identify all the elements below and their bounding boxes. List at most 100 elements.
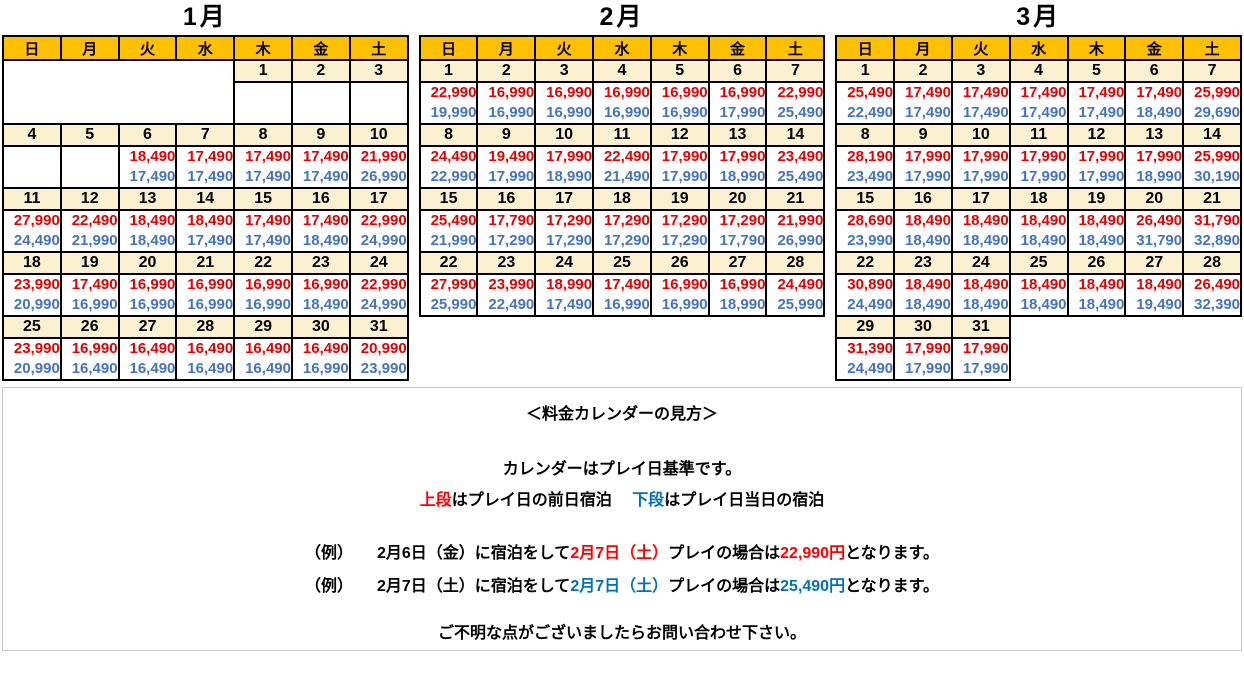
text-segment: となります。 [845, 578, 940, 595]
day-cell: 18 [2, 251, 62, 275]
prev-night-price: 16,990 [302, 276, 349, 293]
day-cell: 5 [649, 59, 710, 83]
same-day-price: 17,490 [1078, 104, 1125, 121]
weekday-header-cell: 水 [175, 35, 236, 61]
same-day-price: 18,990 [1136, 168, 1183, 185]
same-day-price: 25,490 [777, 104, 824, 121]
price-row: 23,990 20,990 17,490 16,990 16,990 16,990 16,9… [2, 273, 409, 317]
same-day-price: 24,490 [847, 360, 894, 377]
prev-night-price: 23,490 [777, 148, 824, 165]
day-cell: 3 [534, 59, 595, 83]
same-day-price: 17,490 [187, 168, 234, 185]
legend-example-1: （例） 2月6日（金）に宿泊をして2月7日（土）プレイの場合は22,990円とな… [3, 544, 1241, 564]
price-cell: 16,990 18,490 [290, 273, 351, 317]
day-cell: 2 [476, 59, 537, 83]
price-cell: 17,490 17,490 [175, 145, 236, 189]
weekday-header-cell: 月 [476, 35, 537, 61]
legend-box: ＜料金カレンダーの見方＞ カレンダーはプレイ日基準です。 上段はプレイ日の前日宿… [2, 387, 1242, 651]
price-cell: 18,490 18,490 [1008, 273, 1069, 317]
text-segment: となります。 [845, 545, 940, 562]
same-day-price: 17,990 [905, 168, 951, 185]
price-cell: 16,990 16,990 [117, 273, 178, 317]
blank-merged-cell [1, 59, 236, 125]
price-cell: 17,990 17,990 [950, 337, 1011, 381]
day-cell: 20 [1124, 187, 1185, 211]
day-cell: 16 [476, 187, 537, 211]
day-cell: 31 [348, 315, 409, 339]
price-cell: 23,990 20,990 [2, 337, 62, 381]
prev-night-price: 17,990 [962, 340, 1009, 357]
price-cell: 22,990 19,990 [418, 81, 479, 125]
legend-intro: カレンダーはプレイ日基準です。 [502, 461, 742, 478]
day-number-row: 8 9 10 11 12 13 14 [835, 123, 1243, 147]
day-cell: 2 [893, 59, 953, 83]
prev-night-price: 17,990 [1136, 148, 1183, 165]
day-cell: 8 [418, 123, 479, 147]
day-cell: 23 [290, 251, 351, 275]
same-day-price: 16,990 [187, 296, 234, 313]
prev-night-price: 16,990 [71, 340, 118, 357]
same-day-price: 17,490 [1020, 104, 1067, 121]
prev-night-price: 18,490 [962, 212, 1009, 229]
prev-night-price: 17,990 [905, 148, 951, 165]
price-cell: 17,790 17,290 [476, 209, 537, 253]
prev-night-price: 16,990 [719, 84, 766, 101]
prev-night-price: 17,990 [962, 148, 1009, 165]
prev-night-price: 31,790 [1194, 212, 1241, 229]
prev-night-price: 17,490 [302, 212, 349, 229]
day-cell: 25 [2, 315, 62, 339]
same-day-price: 18,490 [1136, 104, 1183, 121]
price-row: 24,490 22,990 19,490 17,990 17,990 18,990 22,4… [418, 145, 826, 189]
prev-night-price: 18,490 [187, 212, 234, 229]
weekday-header-cell: 木 [1066, 35, 1127, 61]
price-cell: 16,490 16,490 [233, 337, 293, 381]
text-segment: 下段 [632, 492, 665, 509]
same-day-price: 32,890 [1194, 232, 1241, 249]
same-day-price: 29,690 [1194, 104, 1241, 121]
price-cell: 17,990 17,990 [893, 337, 953, 381]
prev-night-price: 23,990 [488, 276, 535, 293]
price-cell [2, 145, 62, 189]
prev-night-price: 17,490 [905, 84, 951, 101]
same-day-price: 18,490 [1078, 296, 1125, 313]
same-day-price: 18,490 [1020, 296, 1067, 313]
prev-night-price: 17,490 [1020, 84, 1067, 101]
same-day-price: 17,490 [245, 168, 291, 185]
prev-night-price: 31,390 [847, 340, 894, 357]
same-day-price: 18,490 [302, 232, 349, 249]
same-day-price: 24,990 [360, 232, 407, 249]
day-cell: 28 [1182, 251, 1243, 275]
day-cell: 17 [348, 187, 409, 211]
prev-night-price: 22,990 [360, 276, 407, 293]
day-cell: 21 [1182, 187, 1243, 211]
weekday-header-cell: 日 [835, 35, 896, 61]
text-segment: はプレイ日当日の宿泊 [664, 492, 825, 509]
prev-night-price: 25,490 [847, 84, 894, 101]
calendar-month: 2月日月火水木金土 1 2 3 4 5 6 7 22,990 19,990 16,990 16,990… [418, 2, 826, 317]
price-cell: 28,190 23,490 [835, 145, 896, 189]
text-segment: 22,990円 [780, 545, 846, 562]
day-cell: 16 [290, 187, 351, 211]
same-day-price: 24,490 [13, 232, 60, 249]
prev-night-price: 17,790 [488, 212, 535, 229]
day-cell: 2 [290, 59, 351, 83]
prev-night-price: 17,990 [546, 148, 593, 165]
text-segment: 2月7日（土） [570, 578, 669, 595]
same-day-price: 16,990 [603, 104, 650, 121]
prev-night-price: 17,290 [546, 212, 593, 229]
text-segment: 上段 [419, 492, 452, 509]
price-cell: 16,990 16,990 [534, 81, 595, 125]
prev-night-price: 18,490 [129, 148, 176, 165]
day-cell: 14 [1182, 123, 1243, 147]
prev-night-price: 28,190 [847, 148, 894, 165]
price-cell: 26,490 31,790 [1124, 209, 1185, 253]
price-cell: 16,990 16,990 [233, 273, 293, 317]
price-cell: 17,290 17,290 [534, 209, 595, 253]
price-cell: 18,490 18,490 [1008, 209, 1069, 253]
prev-night-price: 17,990 [719, 148, 766, 165]
price-cell: 26,490 32,390 [1182, 273, 1243, 317]
day-cell: 19 [59, 251, 120, 275]
weekday-header-cell: 日 [418, 35, 479, 61]
price-cell: 18,490 18,490 [1066, 209, 1127, 253]
